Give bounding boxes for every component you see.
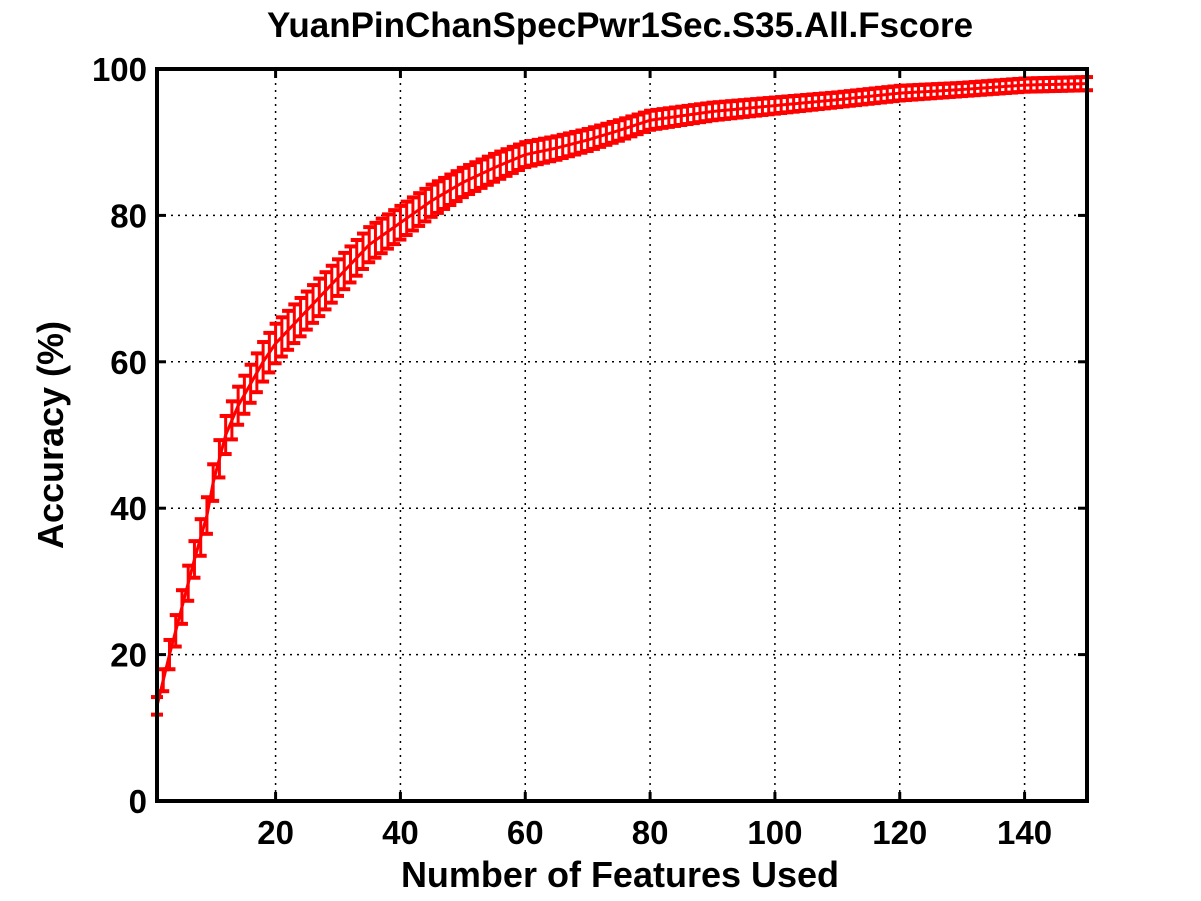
plot-frame <box>155 67 1089 803</box>
x-tick-label: 140 <box>997 814 1052 851</box>
series-line <box>155 82 1088 707</box>
series-errorbars <box>151 75 1093 717</box>
x-tick-label: 80 <box>632 814 669 851</box>
plot-area <box>157 69 1087 801</box>
x-tick-label: 60 <box>507 814 544 851</box>
y-tick-label: 0 <box>129 783 147 820</box>
y-tick-label: 100 <box>92 51 147 88</box>
y-tick-label: 40 <box>110 490 147 527</box>
y-axis-label: Accuracy (%) <box>30 321 71 549</box>
chart-title: YuanPinChanSpecPwr1Sec.S35.All.Fscore <box>267 6 973 45</box>
x-tick-label: 120 <box>872 814 927 851</box>
y-tick-label: 20 <box>110 637 147 674</box>
y-tick-label: 80 <box>110 197 147 234</box>
x-axis-label: Number of Features Used <box>401 854 839 895</box>
grid-lines <box>157 69 1087 801</box>
axis-tick-labels: 20 40 60 80 100 120 140 0 20 40 60 80 100 <box>92 51 1052 851</box>
x-tick-label: 40 <box>382 814 419 851</box>
x-tick-label: 20 <box>257 814 294 851</box>
y-tick-label: 60 <box>110 344 147 381</box>
x-tick-label: 100 <box>747 814 802 851</box>
data-series <box>151 75 1093 717</box>
axis-ticks <box>157 67 1087 803</box>
